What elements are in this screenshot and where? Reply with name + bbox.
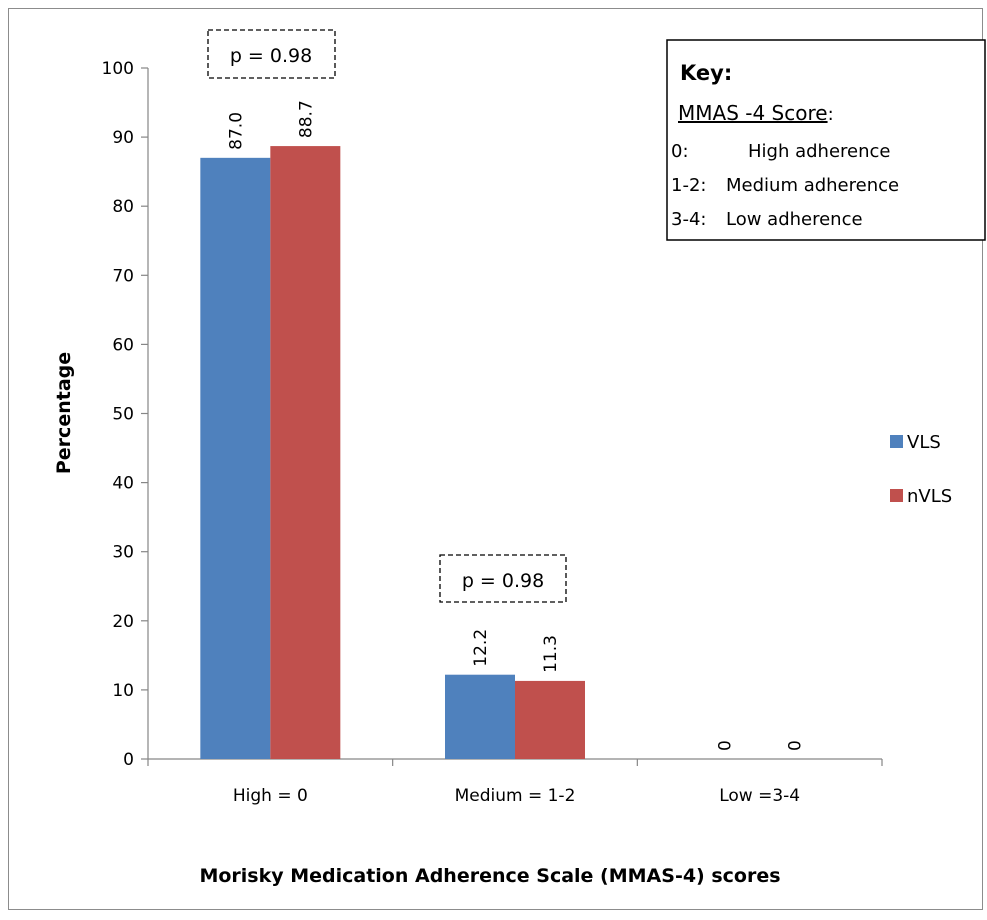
x-tick-label: Low =3-4 xyxy=(719,786,800,806)
x-axis-title: Morisky Medication Adherence Scale (MMAS… xyxy=(199,865,780,887)
y-tick-label: 0 xyxy=(123,750,134,770)
data-label: 87.0 xyxy=(226,112,246,150)
bar-vls xyxy=(445,674,515,759)
y-tick-label: 100 xyxy=(102,59,134,79)
x-tick-label: Medium = 1-2 xyxy=(455,786,576,806)
legend-swatch-nvls xyxy=(890,489,903,502)
bars xyxy=(200,146,585,759)
y-tick-label: 80 xyxy=(112,197,134,217)
data-label: 12.2 xyxy=(471,629,491,667)
key-row-text: High adherence xyxy=(748,141,891,162)
data-labels: 87.0 12.2 0 88.7 11.3 0 xyxy=(226,100,805,751)
y-tick-label: 50 xyxy=(112,405,134,425)
key-row-code: 0: xyxy=(671,141,689,162)
y-axis-title: Percentage xyxy=(53,352,75,474)
bar-vls xyxy=(200,157,271,759)
key-title: Key: xyxy=(680,61,732,85)
p-value-text: p = 0.98 xyxy=(230,45,312,67)
legend-label-vls: VLS xyxy=(907,432,941,453)
legend-label-nvls: nVLS xyxy=(907,486,952,507)
y-tick-label: 90 xyxy=(112,128,134,148)
key-subtitle-text: MMAS -4 Score xyxy=(678,101,828,125)
key-subtitle: MMAS -4 Score: xyxy=(678,101,834,125)
key-row-code: 3-4: xyxy=(671,209,706,230)
legend: VLS nVLS xyxy=(890,432,952,507)
y-tick-label: 40 xyxy=(112,474,134,494)
data-label: 88.7 xyxy=(296,100,316,138)
y-tick-label: 60 xyxy=(112,335,134,355)
bar-nvls xyxy=(515,680,585,759)
p-value-annotation-medium: p = 0.98 xyxy=(439,554,567,603)
p-value-text: p = 0.98 xyxy=(462,570,544,592)
key-row-text: Low adherence xyxy=(726,209,863,230)
key-box: Key: MMAS -4 Score: 0: High adherence 1-… xyxy=(666,39,986,241)
legend-swatch-vls xyxy=(890,435,903,448)
key-subtitle-colon: : xyxy=(828,104,834,125)
y-tick-label: 70 xyxy=(112,266,134,286)
y-tick-label: 10 xyxy=(112,681,134,701)
data-label: 0 xyxy=(786,740,806,751)
data-label: 11.3 xyxy=(541,635,561,673)
data-label: 0 xyxy=(716,740,736,751)
key-row-code: 1-2: xyxy=(671,175,706,196)
key-row-text: Medium adherence xyxy=(726,175,899,196)
y-tick-label: 20 xyxy=(112,612,134,632)
bar-nvls xyxy=(270,146,341,759)
y-tick-label: 30 xyxy=(112,543,134,563)
x-tick-label: High = 0 xyxy=(233,786,308,806)
p-value-annotation-high: p = 0.98 xyxy=(207,29,336,79)
